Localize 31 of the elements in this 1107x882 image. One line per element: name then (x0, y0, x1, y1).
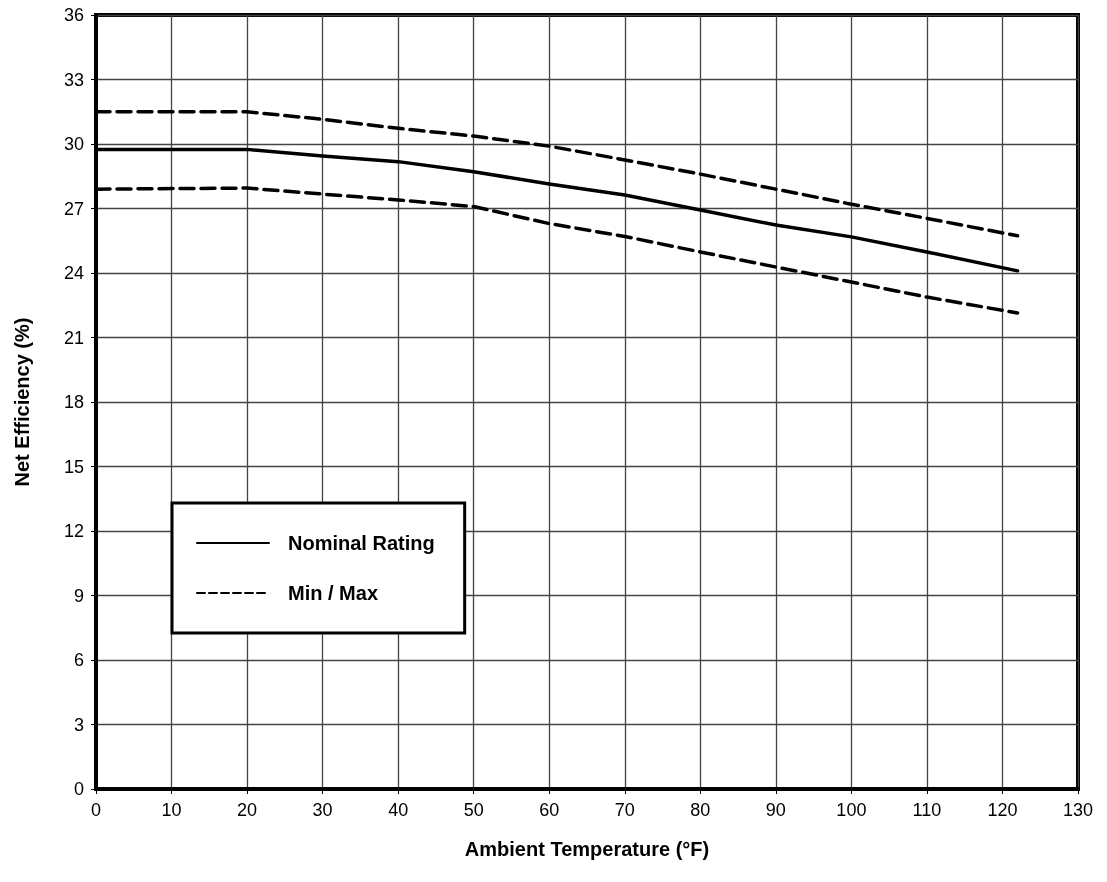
y-tick-label: 6 (73, 650, 84, 670)
x-tick-label: 120 (987, 800, 1018, 820)
x-tick-label: 90 (765, 800, 786, 820)
x-tick-label: 70 (614, 800, 635, 820)
x-tick-label: 110 (912, 800, 942, 820)
x-tick-label: 20 (237, 800, 258, 820)
y-tick-label: 21 (63, 327, 84, 348)
legend-label: Min / Max (288, 582, 379, 604)
x-tick-label: 60 (539, 800, 560, 820)
x-tick-label: 130 (1062, 800, 1094, 820)
x-tick-label: 50 (463, 800, 484, 820)
x-axis-title: Ambient Temperature (°F) (464, 838, 710, 860)
y-tick-label: 36 (63, 5, 84, 25)
y-tick-label: 12 (63, 521, 84, 541)
x-tick-label: 0 (90, 800, 102, 820)
x-tick-label: 10 (161, 800, 182, 820)
y-tick-label: 3 (73, 714, 84, 735)
y-tick-label: 30 (63, 134, 84, 154)
y-tick-label: 18 (63, 392, 84, 412)
y-tick-label: 33 (63, 69, 84, 90)
y-tick-label: 0 (73, 779, 84, 799)
x-tick-label: 80 (690, 800, 711, 820)
x-tick-label: 100 (836, 800, 867, 820)
y-tick-label: 27 (63, 198, 84, 219)
legend-label: Nominal Rating (288, 532, 435, 554)
x-tick-label: 40 (388, 800, 409, 820)
y-tick-label: 15 (63, 456, 84, 477)
y-tick-label: 24 (63, 263, 84, 283)
y-tick-label: 9 (73, 585, 84, 606)
y-axis-title: Net Efficiency (%) (11, 317, 33, 487)
x-tick-label: 30 (312, 800, 333, 820)
